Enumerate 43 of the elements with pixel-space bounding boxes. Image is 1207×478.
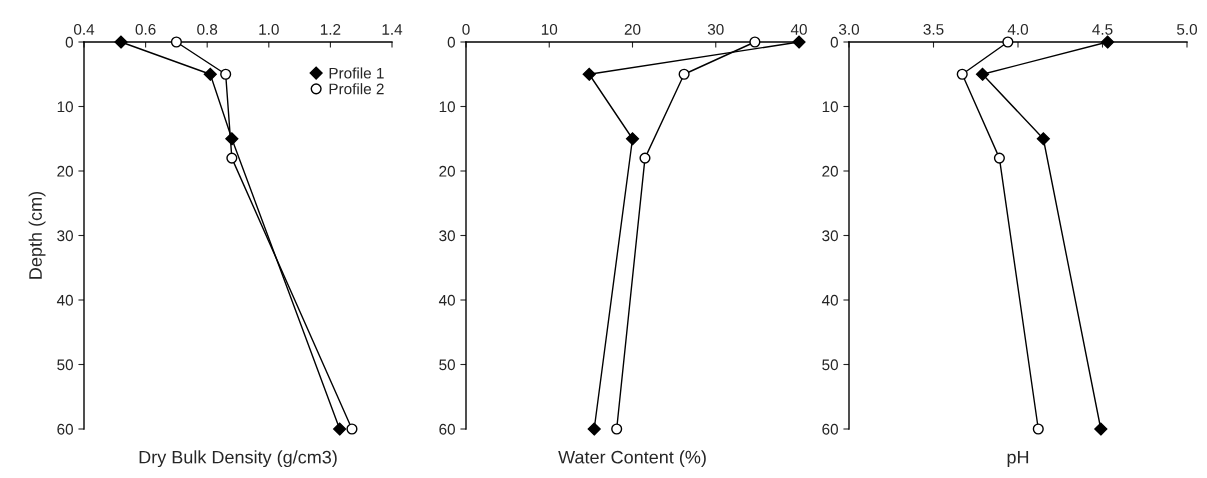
x-tick-label: 3.0 xyxy=(838,24,860,35)
y-tick-label: 0 xyxy=(830,36,838,48)
y-tick-label: 30 xyxy=(439,230,455,242)
y-tick-label: 30 xyxy=(57,230,73,242)
y-tick-label: 0 xyxy=(447,36,455,48)
x-tick-label: 1.4 xyxy=(382,24,403,35)
x-tick-label: 5.0 xyxy=(1176,24,1198,35)
x-tick-label: 0.4 xyxy=(73,24,95,35)
y-tick-label: 60 xyxy=(822,423,838,435)
y-tick-label: 10 xyxy=(57,101,73,113)
x-tick-label: 3.5 xyxy=(923,24,944,35)
y-tick-label: 10 xyxy=(822,101,838,113)
x-axis-title: Water Content (%) xyxy=(558,450,706,468)
x-tick-label: 0.6 xyxy=(135,24,156,35)
y-tick-label: 40 xyxy=(56,294,73,306)
y-tick-label: 40 xyxy=(438,294,455,306)
y-tick-label: 60 xyxy=(57,423,73,435)
x-tick-label: 20 xyxy=(624,24,641,35)
y-tick-label: 40 xyxy=(821,294,838,306)
x-tick-label: 10 xyxy=(541,24,558,35)
x-tick-label: 1.2 xyxy=(320,24,341,35)
x-tick-label: 1.0 xyxy=(259,24,279,35)
legend-label: Profile 1 xyxy=(329,67,384,79)
x-tick-label: 0.8 xyxy=(197,24,218,35)
y-tick-label: 10 xyxy=(439,101,455,113)
x-tick-label: 40 xyxy=(790,24,807,35)
y-tick-label: 0 xyxy=(65,36,73,48)
x-axis-title: pH xyxy=(1007,450,1029,468)
y-tick-label: 50 xyxy=(57,359,73,371)
y-tick-label: 50 xyxy=(822,359,838,371)
y-tick-label: 50 xyxy=(439,359,455,371)
y-tick-label: 30 xyxy=(822,230,838,242)
y-tick-label: 20 xyxy=(439,165,455,177)
y-axis-title: Depth (cm) xyxy=(28,191,46,279)
x-tick-label: 4.5 xyxy=(1092,24,1113,35)
x-tick-label: 0 xyxy=(462,24,470,35)
legend-label: Profile 2 xyxy=(329,83,384,95)
x-axis-title: Dry Bulk Density (g/cm3) xyxy=(139,450,337,468)
x-tick-label: 4.0 xyxy=(1007,24,1029,35)
y-tick-label: 20 xyxy=(822,165,838,177)
x-tick-label: 30 xyxy=(707,24,724,35)
y-tick-label: 20 xyxy=(57,165,73,177)
y-tick-label: 60 xyxy=(439,423,455,435)
